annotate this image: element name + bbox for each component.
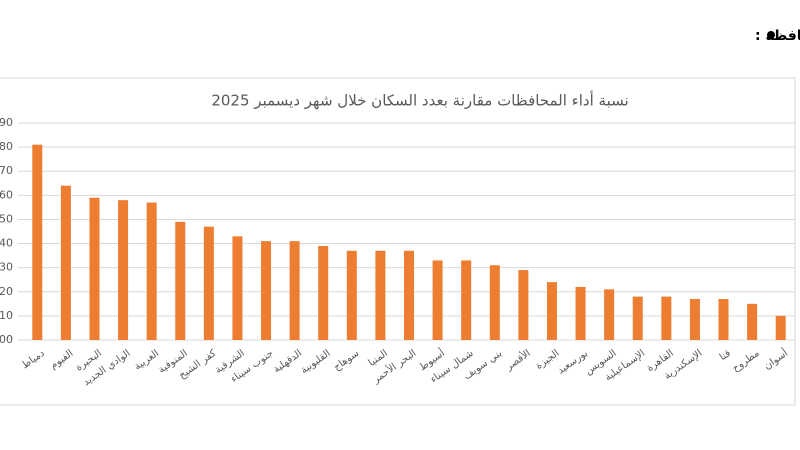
- bar: [604, 289, 615, 340]
- y-tick-label: 0.80: [0, 140, 13, 153]
- y-tick-label: 0.10: [0, 309, 13, 322]
- heading: ترتيب المحافظة لإجمالي التردد طبقا لعدد …: [755, 28, 800, 44]
- y-tick-label: 0.40: [0, 237, 13, 250]
- y-tick-label: 0.60: [0, 188, 13, 201]
- bar: [632, 296, 643, 340]
- y-tick-label: 0.20: [0, 285, 13, 298]
- bar: [203, 226, 214, 340]
- bar: [775, 315, 786, 340]
- bar: [318, 245, 329, 340]
- bar: [661, 296, 672, 340]
- y-tick-label: 0.50: [0, 212, 13, 225]
- chart-frame: [0, 77, 796, 406]
- y-tick-label: 0.90: [0, 116, 13, 129]
- y-tick-label: 0.00: [0, 333, 13, 346]
- bar: [232, 236, 243, 340]
- bar: [718, 299, 729, 340]
- bar: [546, 282, 557, 340]
- bar: [489, 265, 500, 340]
- bar: [175, 221, 186, 340]
- bar: [89, 197, 100, 340]
- bar: [261, 241, 272, 340]
- bar: [747, 303, 758, 340]
- bar: [346, 250, 357, 340]
- bar: [375, 250, 386, 340]
- chart-title: نسبة أداء المحافظات مقارنة بعدد السكان خ…: [211, 91, 628, 110]
- bar: [118, 200, 129, 340]
- bullet: [767, 31, 775, 39]
- y-tick-label: 0.70: [0, 164, 13, 177]
- bar: [575, 286, 586, 340]
- bar: [432, 260, 443, 340]
- bar: [404, 250, 414, 340]
- bar: [689, 299, 700, 340]
- bar: [518, 270, 529, 340]
- bar: [289, 241, 300, 340]
- bar: [146, 202, 157, 340]
- y-tick-label: 0.30: [0, 261, 13, 274]
- bar: [461, 260, 472, 340]
- bar: [32, 144, 43, 340]
- bar: [60, 185, 71, 340]
